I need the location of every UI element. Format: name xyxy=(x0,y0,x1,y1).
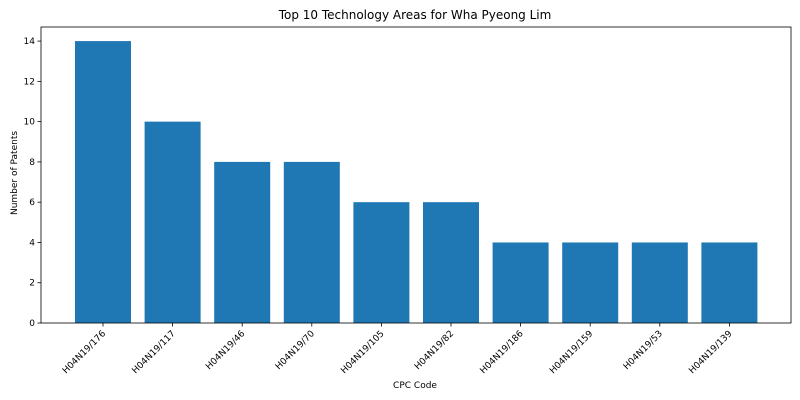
x-ticks: H04N19/176 H04N19/117 H04N19/46 H04N19/70 H0… xyxy=(61,323,735,376)
x-tick-label: H04N19/159 xyxy=(548,329,595,376)
y-tick-label: 0 xyxy=(29,319,35,329)
bar-h04n19-159 xyxy=(562,242,618,323)
y-tick-label: 2 xyxy=(29,279,35,289)
y-tick-label: 14 xyxy=(24,37,36,47)
bar-h04n19-46 xyxy=(214,162,270,323)
y-tick-label: 10 xyxy=(24,118,36,128)
bar-h04n19-139 xyxy=(701,242,757,323)
y-tick-label: 4 xyxy=(29,238,35,248)
y-axis-label: Number of Patents xyxy=(10,131,20,215)
bar-h04n19-82 xyxy=(423,202,479,323)
x-tick-label: H04N19/70 xyxy=(274,329,317,372)
x-tick-label: H04N19/186 xyxy=(479,329,526,376)
bar-h04n19-70 xyxy=(284,162,340,323)
chart-title: Top 10 Technology Areas for Wha Pyeong L… xyxy=(278,8,552,22)
bar-h04n19-117 xyxy=(145,122,201,323)
bar-h04n19-176 xyxy=(75,41,131,323)
x-tick-label: H04N19/46 xyxy=(204,329,247,372)
x-tick-label: H04N19/176 xyxy=(61,329,108,376)
bar-h04n19-105 xyxy=(353,202,409,323)
y-tick-label: 6 xyxy=(29,198,35,208)
y-ticks: 0 2 4 6 8 10 12 14 xyxy=(24,37,41,329)
x-tick-label: H04N19/139 xyxy=(687,329,734,376)
y-tick-label: 12 xyxy=(24,77,35,87)
x-axis-label: CPC Code xyxy=(393,381,437,391)
x-tick-label: H04N19/105 xyxy=(339,329,386,376)
bar-h04n19-186 xyxy=(493,242,549,323)
bars-layer xyxy=(75,41,757,323)
y-tick-label: 8 xyxy=(29,158,35,168)
x-tick-label: H04N19/82 xyxy=(413,329,456,372)
bar-h04n19-53 xyxy=(632,242,688,323)
x-tick-label: H04N19/117 xyxy=(131,329,178,376)
x-tick-label: H04N19/53 xyxy=(622,329,665,372)
